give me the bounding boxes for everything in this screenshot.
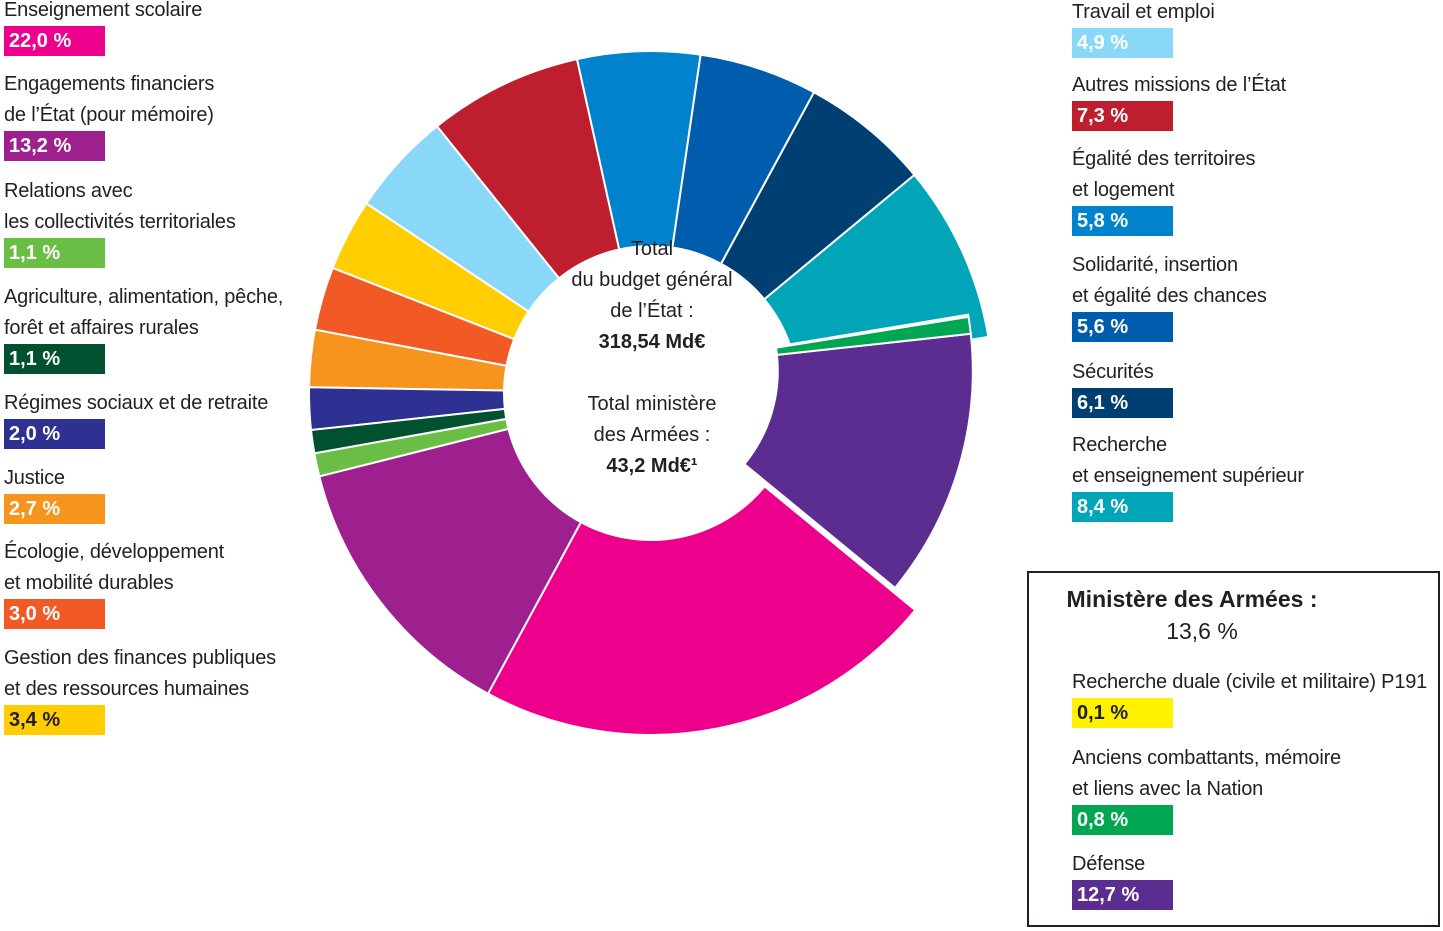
legend-value-badge: 3,0 %: [4, 599, 105, 629]
legend-value-badge: 12,7 %: [1072, 880, 1173, 910]
legend-value-badge: 0,1 %: [1072, 698, 1173, 728]
legend-label: et mobilité durables: [4, 572, 174, 594]
legend-engagements-financiers: Engagements financiers de l’État (pour mé…: [4, 69, 304, 161]
legend-value-badge: 8,4 %: [1072, 492, 1173, 522]
legend-label: Solidarité, insertion: [1072, 254, 1238, 276]
center-total-budget: 318,54 Md€: [598, 331, 706, 353]
legend-label: Anciens combattants, mémoire: [1072, 747, 1341, 769]
legend-label: Justice: [4, 467, 65, 489]
armees-box: [1027, 571, 1440, 927]
legend-label: et des ressources humaines: [4, 678, 249, 700]
legend-relations-collectivites: Relations avec les collectivités territor…: [4, 176, 304, 268]
center-line-etat: de l’État :: [610, 300, 694, 322]
legend-label: Sécurités: [1072, 361, 1154, 383]
legend-regimes-sociaux: Régimes sociaux et de retraite 2,0 %: [4, 388, 304, 449]
legend-travail-emploi: Travail et emploi 4,9 %: [1072, 0, 1372, 58]
legend-label: Recherche duale (civile et militaire) P1…: [1072, 671, 1428, 693]
legend-enseignement-scolaire: Enseignement scolaire 22,0 %: [4, 0, 304, 56]
legend-value-badge: 3,4 %: [4, 705, 105, 735]
legend-label: Égalité des territoires: [1072, 148, 1256, 170]
legend-label: et enseignement supérieur: [1072, 465, 1304, 487]
legend-value-badge: 5,6 %: [1072, 312, 1173, 342]
legend-securites: Sécurités 6,1 %: [1072, 357, 1372, 418]
legend-recherche-enseignement-superieur: Recherche et enseignement supérieur 8,4 %: [1072, 430, 1372, 522]
legend-label: Relations avec: [4, 180, 133, 202]
legend-label: Défense: [1072, 853, 1146, 875]
legend-value-badge: 22,0 %: [4, 26, 105, 56]
center-line-total-ministere: Total ministère: [587, 393, 717, 415]
legend-justice: Justice 2,7 %: [4, 463, 304, 524]
legend-agriculture: Agriculture, alimentation, pêche, forêt e…: [4, 282, 304, 374]
center-armees-label: Total ministère des Armées : 43,2 Md€¹: [552, 389, 752, 482]
legend-label: Agriculture, alimentation, pêche,: [4, 286, 284, 308]
center-total-armees: 43,2 Md€¹: [606, 455, 698, 477]
legend-label: et égalité des chances: [1072, 285, 1267, 307]
legend-label: Écologie, développement: [4, 541, 224, 563]
legend-label: Gestion des finances publiques: [4, 647, 276, 669]
center-line-armees: des Armées :: [593, 424, 711, 446]
legend-value-badge: 13,2 %: [4, 131, 105, 161]
legend-value-badge: 7,3 %: [1072, 101, 1173, 131]
legend-value-badge: 4,9 %: [1072, 28, 1173, 58]
center-budget-label: Total du budget général de l’État : 318,…: [552, 234, 752, 358]
slice-engagements-financiers: [318, 427, 583, 696]
legend-label: Régimes sociaux et de retraite: [4, 392, 269, 414]
slice-defense: [742, 332, 974, 590]
legend-label: Recherche: [1072, 434, 1167, 456]
slice-recherche-duale: [774, 313, 970, 349]
armees-total: 13,6 %: [1166, 618, 1238, 644]
legend-label: les collectivités territoriales: [4, 211, 236, 233]
legend-value-badge: 2,0 %: [4, 419, 105, 449]
legend-gestion-finances: Gestion des finances publiques et des res…: [4, 643, 304, 735]
legend-solidarite-insertion: Solidarité, insertion et égalité des chan…: [1072, 250, 1372, 342]
legend-value-badge: 1,1 %: [4, 344, 105, 374]
legend-ecologie: Écologie, développement et mobilité durab…: [4, 537, 304, 629]
legend-value-badge: 2,7 %: [4, 494, 105, 524]
legend-value-badge: 1,1 %: [4, 238, 105, 268]
legend-label: Enseignement scolaire: [4, 0, 203, 21]
legend-defense: Défense 12,7 %: [1072, 849, 1372, 910]
legend-label: forêt et affaires rurales: [4, 317, 199, 339]
legend-anciens-combattants: Anciens combattants, mémoire et liens ave…: [1072, 743, 1372, 835]
legend-value-badge: 6,1 %: [1072, 388, 1173, 418]
legend-label: Travail et emploi: [1072, 1, 1215, 23]
legend-label: de l’État (pour mémoire): [4, 104, 214, 126]
legend-egalite-territoires: Égalité des territoires et logement 5,8 %: [1072, 144, 1372, 236]
center-line-budget: du budget général: [571, 269, 733, 291]
legend-label: et logement: [1072, 179, 1175, 201]
legend-value-badge: 0,8 %: [1072, 805, 1173, 835]
center-line-total: Total: [630, 238, 674, 260]
legend-label: et liens avec la Nation: [1072, 778, 1264, 800]
legend-recherche-duale: Recherche duale (civile et militaire) P1…: [1072, 667, 1428, 728]
legend-autres-missions: Autres missions de l’État 7,3 %: [1072, 70, 1372, 131]
legend-value-badge: 5,8 %: [1072, 206, 1173, 236]
armees-title: Ministère des Armées :: [1066, 586, 1318, 612]
legend-label: Engagements financiers: [4, 73, 215, 95]
slice-enseignement-scolaire: [486, 484, 917, 736]
legend-label: Autres missions de l’État: [1072, 74, 1286, 96]
